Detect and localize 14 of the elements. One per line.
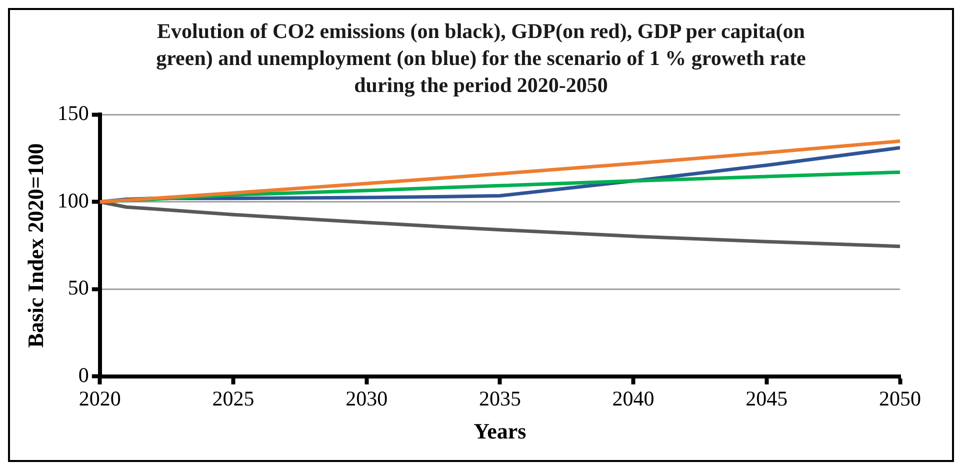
- x-tick-label: 2045: [746, 386, 788, 411]
- x-tick-label: 2035: [478, 386, 521, 411]
- x-tick-label: 2020: [78, 386, 121, 411]
- y-tick-label: 100: [57, 188, 89, 212]
- x-tick-label: 2040: [612, 386, 654, 411]
- chart-title: Evolution of CO2 emissions (on black), GDP(on red), GDP per capita(on green) and unemployment (on blue) for the scenario of 1 % groweth rate during the period 2020-2050: [155, 18, 807, 99]
- x-tick-label: 2030: [346, 386, 388, 411]
- x-tick-label: 2025: [212, 386, 254, 411]
- y-tick-label: 0: [78, 362, 89, 387]
- x-tick-label: 2050: [879, 386, 921, 411]
- y-tick-label: 150: [57, 101, 89, 126]
- y-tick-label: 50: [68, 276, 89, 300]
- x-axis-title: Years: [474, 418, 527, 444]
- y-axis-title: Basic Index 2020=100: [22, 143, 48, 348]
